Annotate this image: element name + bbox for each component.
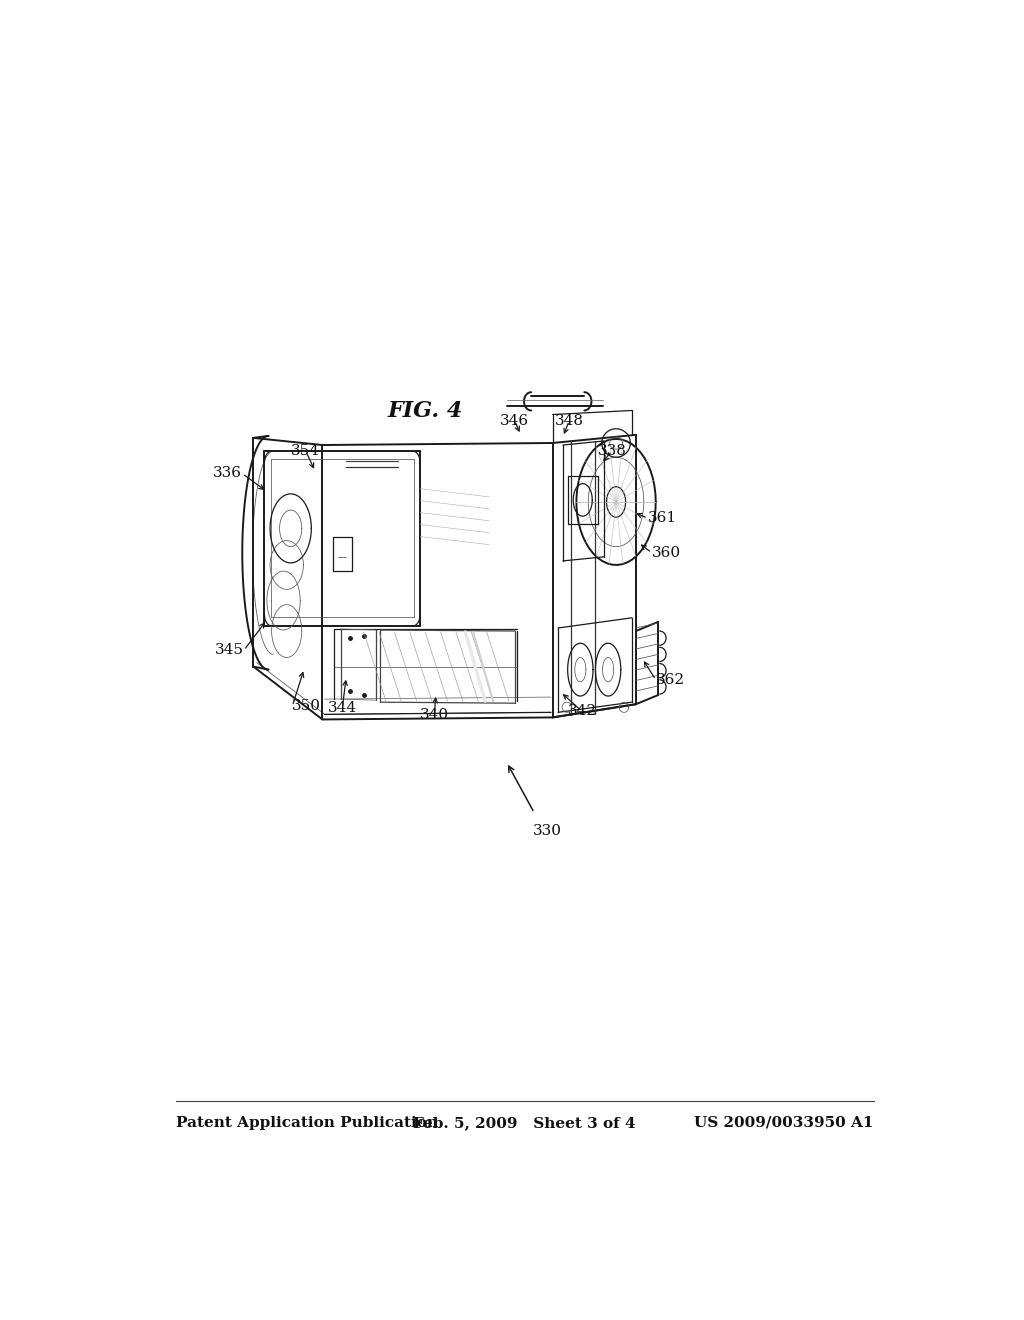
Text: 362: 362 — [655, 673, 685, 686]
Text: 330: 330 — [532, 824, 561, 838]
Text: 361: 361 — [648, 511, 677, 525]
Text: 345: 345 — [215, 643, 244, 657]
Text: 336: 336 — [213, 466, 243, 480]
Text: 348: 348 — [555, 413, 584, 428]
Text: Patent Application Publication: Patent Application Publication — [176, 1115, 437, 1130]
Text: 340: 340 — [420, 709, 449, 722]
Text: 354: 354 — [291, 444, 321, 458]
Text: 344: 344 — [328, 701, 356, 715]
Text: Feb. 5, 2009   Sheet 3 of 4: Feb. 5, 2009 Sheet 3 of 4 — [414, 1115, 636, 1130]
Text: 342: 342 — [567, 705, 597, 718]
Text: 350: 350 — [292, 700, 322, 713]
Text: 338: 338 — [598, 444, 627, 458]
Text: 346: 346 — [500, 413, 529, 428]
Text: US 2009/0033950 A1: US 2009/0033950 A1 — [694, 1115, 873, 1130]
Text: FIG. 4: FIG. 4 — [388, 400, 463, 422]
Text: 360: 360 — [652, 545, 681, 560]
